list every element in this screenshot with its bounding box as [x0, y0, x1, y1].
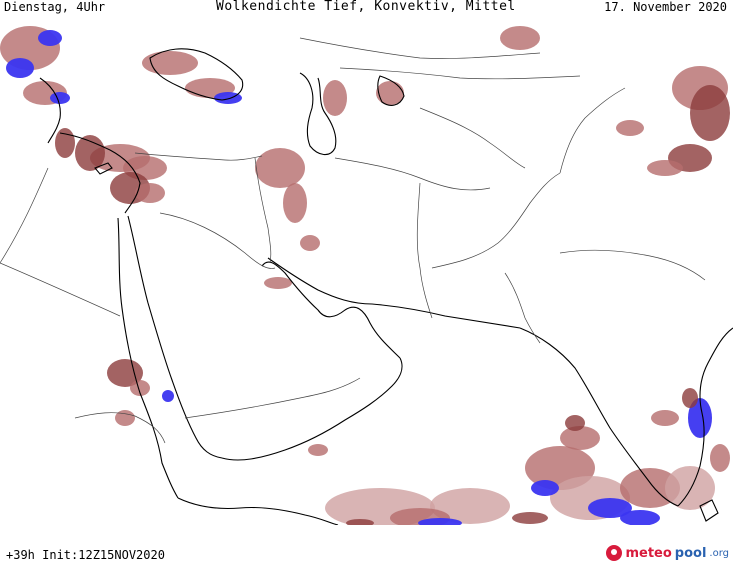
high-density-cloud-area — [620, 510, 660, 525]
cloud-area — [647, 160, 683, 176]
gulf-of-aden-coast — [177, 497, 339, 525]
cloud-area — [682, 388, 698, 408]
cloud-area — [500, 26, 540, 50]
meteopool-logo[interactable]: meteo pool .org — [606, 545, 729, 561]
border-india-nepal — [559, 249, 706, 281]
high-density-cloud-area — [6, 58, 34, 78]
sri-lanka-coast — [699, 499, 719, 522]
coastlines — [39, 48, 733, 525]
meteopool-logo-icon — [606, 545, 623, 561]
iran-south-coast — [267, 257, 521, 329]
cloud-area — [376, 81, 404, 105]
aegean-coast — [39, 77, 61, 144]
levant-coast — [59, 132, 141, 214]
cloud-density-map — [0, 18, 733, 525]
cloud-area — [565, 415, 585, 431]
border-china-west — [559, 87, 626, 174]
persian-gulf-coast — [261, 261, 401, 359]
valid-time-label: Dienstag, 4Uhr — [4, 0, 106, 14]
border-turkey-syria — [134, 152, 263, 161]
map-title: Wolkendichte Tief, Konvektiv, Mittel — [216, 0, 516, 14]
border-afghanistan-pakistan — [431, 172, 561, 269]
high-density-cloud-area — [418, 518, 462, 525]
model-run-label: +39h Init:12Z15NOV2020 — [6, 548, 165, 562]
high-density-cloud-area — [588, 498, 632, 518]
border-saudi-iraq — [159, 212, 276, 269]
caspian-sea-coast — [299, 72, 337, 156]
border-pakistan-india — [504, 272, 541, 344]
cloud-area — [430, 488, 510, 524]
border-turkmenistan — [334, 157, 491, 191]
aral-sea-coast — [377, 75, 405, 106]
cloud-area — [107, 359, 143, 387]
cloud-area — [710, 444, 730, 472]
cloud-density-layer — [0, 26, 730, 525]
cyprus-coast — [94, 162, 113, 175]
border-uzbekistan — [419, 107, 526, 169]
high-density-cloud-area — [38, 30, 62, 46]
high-density-cloud-area — [162, 390, 174, 402]
cloud-area — [142, 51, 198, 75]
cloud-area — [512, 512, 548, 524]
red-sea-west-coast — [117, 217, 179, 499]
high-density-cloud-area — [688, 398, 712, 438]
border-egypt-libya — [0, 167, 49, 264]
logo-text-pool: pool — [674, 545, 707, 561]
cloud-area — [651, 410, 679, 426]
logo-text-meteo: meteo — [625, 545, 672, 561]
cloud-area — [283, 183, 307, 223]
border-sudan-ethiopia — [74, 412, 166, 444]
valid-date-label: 17. November 2020 — [604, 0, 727, 14]
border-russia-kazakhstan — [299, 37, 541, 59]
red-sea-east-coast — [127, 215, 223, 459]
border-egypt-sudan — [0, 262, 121, 317]
logo-text-org: .org — [709, 547, 729, 559]
border-iraq-iran — [254, 157, 272, 264]
cloud-area — [130, 380, 150, 396]
border-iran-afghanistan — [416, 182, 433, 319]
india-west-coast — [519, 327, 679, 507]
cloud-area — [323, 80, 347, 116]
cloud-area — [665, 466, 715, 510]
country-borders — [0, 37, 706, 444]
india-east-coast — [677, 327, 733, 507]
cloud-area — [346, 519, 374, 525]
cloud-area — [690, 85, 730, 141]
cloud-area — [560, 426, 600, 450]
cloud-area — [616, 120, 644, 136]
high-density-cloud-area — [531, 480, 559, 496]
cloud-area — [264, 277, 292, 289]
border-kazakhstan — [339, 67, 581, 80]
arabia-south-coast — [221, 357, 403, 461]
map-canvas — [0, 26, 733, 525]
border-saudi-yemen — [184, 377, 361, 419]
cloud-area — [55, 128, 75, 158]
high-density-cloud-area — [214, 92, 242, 104]
cloud-area — [300, 235, 320, 251]
black-sea-coast — [149, 48, 244, 101]
cloud-area — [255, 148, 305, 188]
high-density-cloud-area — [50, 92, 70, 104]
cloud-area — [135, 183, 165, 203]
cloud-area — [308, 444, 328, 456]
cloud-area — [115, 410, 135, 426]
